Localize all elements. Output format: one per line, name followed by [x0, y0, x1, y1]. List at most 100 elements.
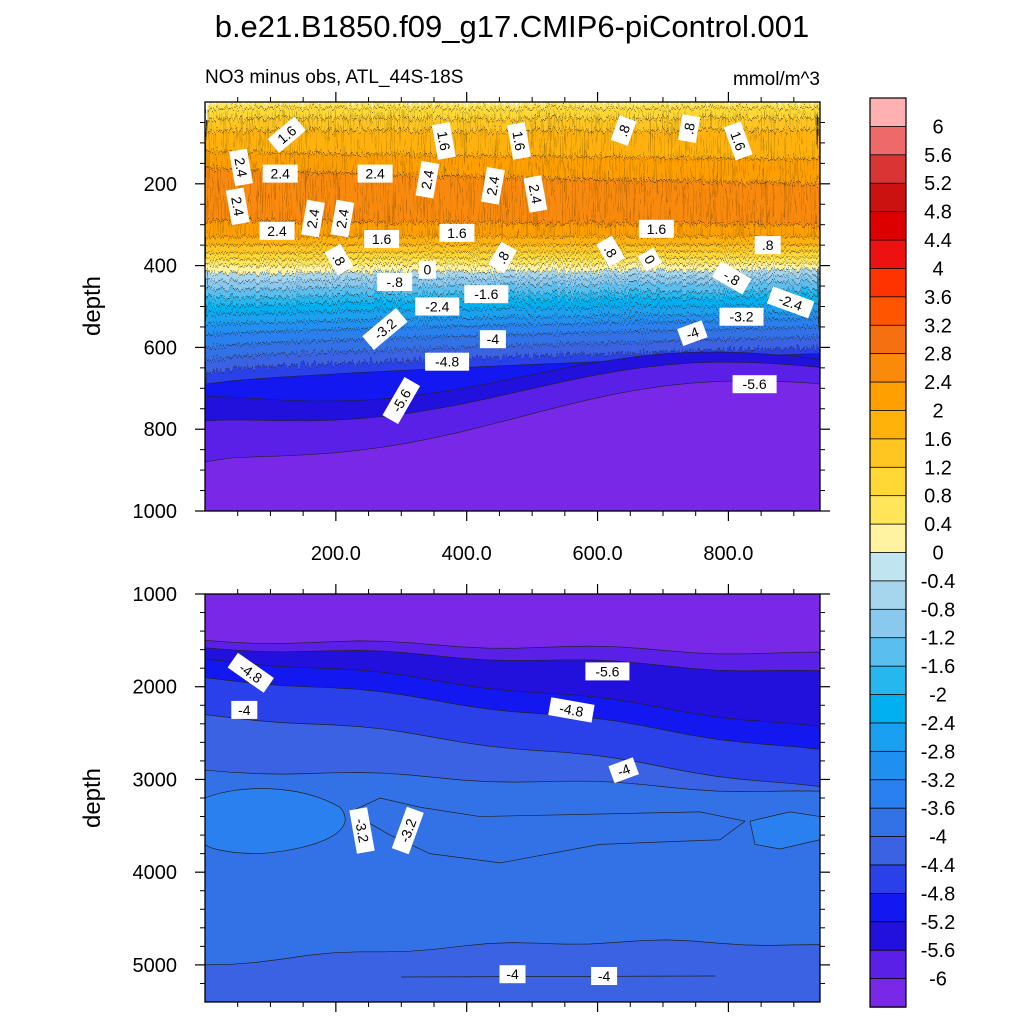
upper-contour-label-text: 1.6	[447, 225, 467, 241]
upper-streak	[781, 111, 784, 237]
upper-contour-label: .8	[596, 235, 625, 268]
upper-streak	[208, 111, 212, 237]
upper-axes: 200 400 600 800 1000 200.0 400.0 600.0 800.0	[133, 92, 830, 565]
upper-contour-label: 2.4	[225, 187, 250, 226]
colorbar-label: -5.6	[921, 940, 955, 962]
upper-streak	[612, 111, 615, 237]
upper-streak	[466, 111, 469, 237]
upper-streak	[635, 111, 638, 237]
colorbar-swatch	[869, 608, 907, 639]
upper-streak	[220, 111, 223, 237]
upper-contour-label-text: 1.6	[372, 231, 392, 247]
upper-contour-label: 2.4	[523, 175, 548, 213]
upper-streak	[531, 111, 534, 237]
colorbar-label: 4.8	[924, 202, 952, 224]
upper-streak	[593, 111, 596, 237]
upper-contour-label: 1.6	[439, 223, 475, 242]
upper-contour-label-text: -4.8	[435, 354, 459, 370]
upper-contour-label: 1.6	[364, 230, 400, 248]
colorbar-swatch	[869, 410, 907, 440]
upper-contour-label: -4	[479, 330, 506, 349]
upper-streak	[546, 111, 550, 237]
upper-contour-label-text: 2.4	[483, 175, 502, 197]
upper-streak	[708, 111, 711, 237]
upper-contour-label: 2.4	[229, 148, 253, 187]
colorbar-swatch	[869, 466, 907, 497]
upper-streak	[416, 111, 419, 237]
upper-contour-label-text: -4	[684, 323, 701, 342]
colorbar-swatch	[869, 182, 907, 213]
upper-streak	[785, 111, 788, 237]
lower-contour-label-text: -4	[238, 702, 251, 718]
upper-contour-label-text: 2.4	[270, 166, 290, 182]
colorbar-swatch	[869, 268, 907, 298]
colorbar-swatch	[869, 694, 907, 724]
lower-contour-label: -4.8	[548, 697, 595, 723]
upper-y-tick-label: 800	[144, 419, 177, 441]
upper-streak	[408, 111, 411, 237]
lower-blob	[205, 788, 346, 854]
upper-x-tick-label: 400.0	[442, 543, 492, 565]
colorbar-label: 5.2	[924, 173, 952, 195]
upper-contour-label: 2.4	[357, 164, 393, 183]
upper-y-tick-label: 600	[144, 337, 177, 359]
upper-contour-label-text: -2.4	[777, 291, 805, 314]
upper-contour-label: 1.6	[431, 122, 456, 160]
upper-streak	[227, 111, 231, 237]
upper-streak	[596, 111, 600, 237]
upper-streak	[754, 111, 757, 237]
colorbar-swatch	[869, 324, 907, 355]
upper-streak	[327, 111, 331, 237]
upper-streak	[712, 111, 715, 237]
colorbar-frame	[869, 97, 907, 1008]
upper-streak	[543, 111, 546, 237]
upper-streak	[773, 111, 777, 237]
upper-contour-label-text: -2.4	[425, 299, 449, 315]
upper-streak	[746, 111, 750, 237]
colorbar-swatch	[869, 211, 907, 241]
lower-y-tick-label: 5000	[133, 955, 178, 977]
upper-contour-label-text: -3.2	[729, 309, 753, 325]
upper-contour-label-text: 1.6	[727, 129, 749, 153]
upper-streak	[404, 111, 408, 237]
upper-contour-label: -5.6	[732, 375, 777, 394]
upper-contour-label: 1.6	[723, 121, 753, 161]
upper-streak	[792, 111, 796, 237]
upper-contour-label: 2.4	[301, 199, 325, 238]
upper-streak	[719, 111, 723, 237]
upper-x-tick-label: 600.0	[573, 543, 623, 565]
upper-y-tick-label: 200	[144, 174, 177, 196]
colorbar-swatch	[869, 949, 907, 980]
colorbar-swatch	[869, 97, 907, 128]
lower-contour-label: -3.2	[349, 807, 375, 854]
upper-streak	[796, 111, 800, 237]
upper-streak	[458, 111, 461, 237]
upper-band	[205, 380, 820, 511]
colorbar-label: -3.6	[921, 798, 955, 820]
colorbar-swatch	[869, 637, 907, 667]
lower-blob	[749, 811, 820, 850]
lower-y-axis-label: depth	[79, 768, 106, 828]
lower-contour-labels: -4.8 -5.6-4 -4.8-4-3.2 -3.2-4 -4	[227, 652, 639, 985]
lower-y-tick-label: 4000	[133, 862, 178, 884]
colorbar-label: -6	[929, 969, 947, 991]
colorbar-label: 4.4	[924, 230, 952, 252]
lower-contour-label: -4	[591, 967, 618, 985]
colorbar-label: -2	[929, 685, 947, 707]
upper-contour-label: 1.6	[507, 122, 531, 160]
colorbar-label: -5.2	[921, 912, 955, 934]
upper-contour-label-text: .8	[680, 121, 698, 135]
upper-contour-label: -4.8	[425, 352, 470, 371]
upper-streak	[504, 111, 507, 237]
lower-contour-label-text: -4	[598, 968, 611, 984]
colorbar-label: -3.2	[921, 770, 955, 792]
lower-contour-label: -5.6	[585, 662, 630, 681]
upper-streak	[585, 111, 588, 237]
upper-streak	[804, 111, 807, 237]
upper-contour-label-text: 1.6	[509, 130, 528, 152]
upper-contour-label: -.8	[712, 261, 752, 295]
lower-y-tick-label: 3000	[133, 769, 178, 791]
colorbar-swatch	[869, 495, 907, 525]
upper-contour-label-text: 2.4	[228, 195, 247, 217]
upper-streak	[250, 111, 254, 237]
